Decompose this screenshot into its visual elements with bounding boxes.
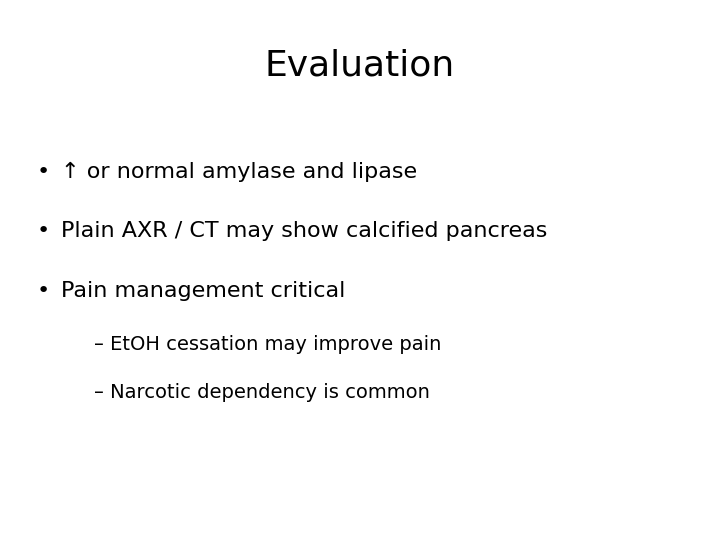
Text: •: •	[37, 221, 50, 241]
Text: •: •	[37, 281, 50, 301]
Text: – EtOH cessation may improve pain: – EtOH cessation may improve pain	[94, 335, 441, 354]
Text: Plain AXR / CT may show calcified pancreas: Plain AXR / CT may show calcified pancre…	[61, 221, 548, 241]
Text: – Narcotic dependency is common: – Narcotic dependency is common	[94, 383, 429, 402]
Text: •: •	[37, 162, 50, 182]
Text: Evaluation: Evaluation	[265, 49, 455, 83]
Text: Pain management critical: Pain management critical	[61, 281, 346, 301]
Text: ↑ or normal amylase and lipase: ↑ or normal amylase and lipase	[61, 162, 418, 182]
